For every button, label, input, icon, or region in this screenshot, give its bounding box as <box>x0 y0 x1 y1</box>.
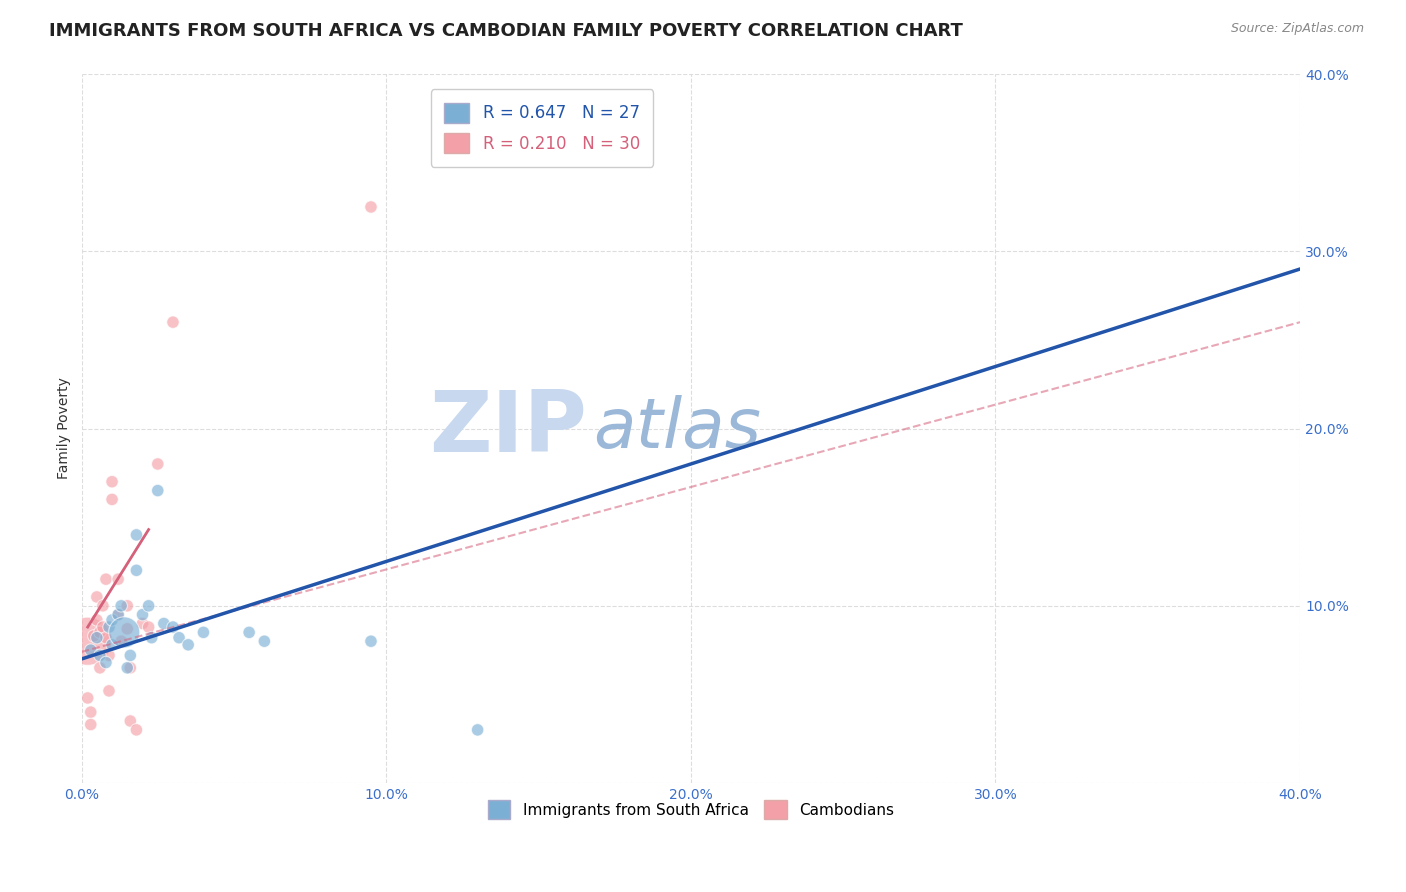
Point <box>117 599 139 613</box>
Legend: Immigrants from South Africa, Cambodians: Immigrants from South Africa, Cambodians <box>481 794 900 825</box>
Point <box>131 607 153 622</box>
Point <box>177 638 200 652</box>
Point <box>101 492 124 507</box>
Point <box>146 483 169 498</box>
Point <box>76 634 98 648</box>
Point <box>80 643 103 657</box>
Point <box>146 457 169 471</box>
Point <box>98 684 121 698</box>
Point <box>153 616 176 631</box>
Text: IMMIGRANTS FROM SOUTH AFRICA VS CAMBODIAN FAMILY POVERTY CORRELATION CHART: IMMIGRANTS FROM SOUTH AFRICA VS CAMBODIA… <box>49 22 963 40</box>
Text: Source: ZipAtlas.com: Source: ZipAtlas.com <box>1230 22 1364 36</box>
Point <box>162 315 184 329</box>
Point <box>110 599 132 613</box>
Point <box>107 607 129 622</box>
Point <box>360 634 382 648</box>
Point <box>89 648 111 663</box>
Point <box>238 625 260 640</box>
Point <box>120 661 142 675</box>
Point <box>94 631 117 645</box>
Point <box>162 620 184 634</box>
Point <box>110 634 132 648</box>
Point <box>125 563 148 577</box>
Point <box>86 590 108 604</box>
Point <box>89 625 111 640</box>
Point <box>76 690 98 705</box>
Point <box>131 616 153 631</box>
Point <box>120 648 142 663</box>
Point <box>167 631 190 645</box>
Point <box>94 572 117 586</box>
Point <box>98 648 121 663</box>
Point <box>91 620 114 634</box>
Point <box>117 622 139 636</box>
Point <box>193 625 215 640</box>
Point <box>89 661 111 675</box>
Point <box>107 572 129 586</box>
Point <box>107 607 129 622</box>
Point <box>91 599 114 613</box>
Point <box>253 634 276 648</box>
Point <box>141 631 163 645</box>
Point <box>117 661 139 675</box>
Point <box>360 200 382 214</box>
Point <box>120 714 142 728</box>
Text: atlas: atlas <box>593 395 762 462</box>
Point <box>98 620 121 634</box>
Y-axis label: Family Poverty: Family Poverty <box>58 377 72 480</box>
Point <box>101 613 124 627</box>
Point <box>112 625 135 640</box>
Point <box>125 528 148 542</box>
Point <box>86 631 108 645</box>
Point <box>101 638 124 652</box>
Point <box>94 656 117 670</box>
Point <box>83 629 105 643</box>
Point <box>101 475 124 489</box>
Point <box>80 705 103 719</box>
Point <box>80 717 103 731</box>
Point <box>467 723 489 737</box>
Point <box>138 620 160 634</box>
Text: ZIP: ZIP <box>429 387 588 470</box>
Point <box>125 723 148 737</box>
Point <box>86 613 108 627</box>
Point <box>138 599 160 613</box>
